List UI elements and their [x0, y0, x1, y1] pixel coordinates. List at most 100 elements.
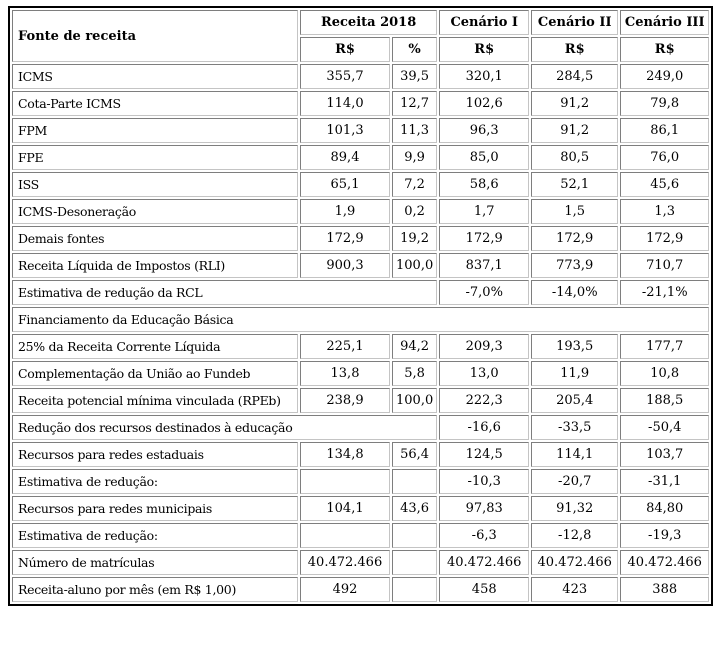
table-row-fpe: FPE 89,4 9,9 85,0 80,5 76,0 — [12, 145, 710, 170]
cell-value: 97,83 — [439, 496, 530, 521]
cell-value: 900,3 — [300, 253, 390, 278]
row-label: Recursos para redes municipais — [12, 496, 298, 521]
header-cenario-3: Cenário III — [620, 10, 710, 35]
cell-value: 238,9 — [300, 388, 390, 413]
cell-value: 284,5 — [531, 64, 619, 89]
row-label: Estimativa de redução: — [12, 469, 298, 494]
cell-value: 13,8 — [300, 361, 390, 386]
row-label: ICMS-Desoneração — [12, 199, 298, 224]
header-receita-2018: Receita 2018 — [300, 10, 438, 35]
table-row-cota-parte-icms: Cota-Parte ICMS 114,0 12,7 102,6 91,2 79… — [12, 91, 710, 116]
row-label: Recursos para redes estaduais — [12, 442, 298, 467]
cell-value: 1,3 — [620, 199, 710, 224]
cell-value: 91,2 — [531, 91, 619, 116]
cell-value: -50,4 — [620, 415, 710, 440]
cell-value: 100,0 — [392, 253, 438, 278]
cell-value: 52,1 — [531, 172, 619, 197]
table-row-complementacao-uniao-fundeb: Complementação da União ao Fundeb 13,8 5… — [12, 361, 710, 386]
row-label: FPM — [12, 118, 298, 143]
cell-value — [300, 469, 390, 494]
header-row-units: R$ % R$ R$ R$ — [12, 37, 710, 62]
cell-value: 43,6 — [392, 496, 438, 521]
revenue-scenarios-table: Fonte de receita Receita 2018 Cenário I … — [8, 6, 714, 606]
cell-value: 188,5 — [620, 388, 710, 413]
cell-value: 10,8 — [620, 361, 710, 386]
cell-value: 104,1 — [300, 496, 390, 521]
table-row-demais-fontes: Demais fontes 172,9 19,2 172,9 172,9 172… — [12, 226, 710, 251]
header-cenario-1: Cenário I — [439, 10, 530, 35]
row-label: Receita potencial mínima vinculada (RPEb… — [12, 388, 298, 413]
cell-value: 89,4 — [300, 145, 390, 170]
table-row-receita-liquida-impostos: Receita Líquida de Impostos (RLI) 900,3 … — [12, 253, 710, 278]
row-label: Complementação da União ao Fundeb — [12, 361, 298, 386]
table-row-estimativa-reducao-estaduais: Estimativa de redução: -10,3 -20,7 -31,1 — [12, 469, 710, 494]
cell-value — [300, 523, 390, 548]
cell-value: 76,0 — [620, 145, 710, 170]
cell-value: 205,4 — [531, 388, 619, 413]
cell-value: 96,3 — [439, 118, 530, 143]
cell-value — [392, 469, 438, 494]
table-row-receita-aluno-mes: Receita-aluno por mês (em R$ 1,00) 492 4… — [12, 577, 710, 602]
table-row-recursos-redes-estaduais: Recursos para redes estaduais 134,8 56,4… — [12, 442, 710, 467]
cell-value: 45,6 — [620, 172, 710, 197]
row-label: Número de matrículas — [12, 550, 298, 575]
cell-value: 172,9 — [620, 226, 710, 251]
cell-value: 114,1 — [531, 442, 619, 467]
cell-value: 19,2 — [392, 226, 438, 251]
cell-value: 11,9 — [531, 361, 619, 386]
cell-value: -31,1 — [620, 469, 710, 494]
cell-value: 222,3 — [439, 388, 530, 413]
cell-value: -16,6 — [439, 415, 530, 440]
table-row-iss: ISS 65,1 7,2 58,6 52,1 45,6 — [12, 172, 710, 197]
cell-value: 39,5 — [392, 64, 438, 89]
cell-value: 91,2 — [531, 118, 619, 143]
row-label: FPE — [12, 145, 298, 170]
table-row-icms-desoneracao: ICMS-Desoneração 1,9 0,2 1,7 1,5 1,3 — [12, 199, 710, 224]
section-label: Financiamento da Educação Básica — [12, 307, 710, 332]
cell-value: 355,7 — [300, 64, 390, 89]
cell-value: 388 — [620, 577, 710, 602]
cell-value: 134,8 — [300, 442, 390, 467]
cell-value: 58,6 — [439, 172, 530, 197]
cell-value: 492 — [300, 577, 390, 602]
table-row-recursos-redes-municipais: Recursos para redes municipais 104,1 43,… — [12, 496, 710, 521]
cell-value: 79,8 — [620, 91, 710, 116]
cell-value: 114,0 — [300, 91, 390, 116]
cell-value: 1,7 — [439, 199, 530, 224]
cell-value: 40.472.466 — [620, 550, 710, 575]
cell-value: -12,8 — [531, 523, 619, 548]
cell-value: 7,2 — [392, 172, 438, 197]
row-label: ICMS — [12, 64, 298, 89]
cell-value: -6,3 — [439, 523, 530, 548]
cell-value: -19,3 — [620, 523, 710, 548]
cell-value: 40.472.466 — [439, 550, 530, 575]
cell-value: -33,5 — [531, 415, 619, 440]
row-label: ISS — [12, 172, 298, 197]
cell-value: 458 — [439, 577, 530, 602]
table-row-reducao-recursos-educacao: Redução dos recursos destinados à educaç… — [12, 415, 710, 440]
cell-value: 56,4 — [392, 442, 438, 467]
header-pct-2018: % — [392, 37, 438, 62]
cell-value: 837,1 — [439, 253, 530, 278]
header-row-groups: Fonte de receita Receita 2018 Cenário I … — [12, 10, 710, 62]
cell-value: 91,32 — [531, 496, 619, 521]
table-row-fpm: FPM 101,3 11,3 96,3 91,2 86,1 — [12, 118, 710, 143]
cell-value: -14,0% — [531, 280, 619, 305]
cell-value: 209,3 — [439, 334, 530, 359]
header-rs-cenario-2: R$ — [531, 37, 619, 62]
cell-value: 423 — [531, 577, 619, 602]
cell-value: 40.472.466 — [300, 550, 390, 575]
cell-value: 94,2 — [392, 334, 438, 359]
row-label: Receita Líquida de Impostos (RLI) — [12, 253, 298, 278]
cell-value: 13,0 — [439, 361, 530, 386]
cell-value: 86,1 — [620, 118, 710, 143]
table-row-receita-potencial-minima: Receita potencial mínima vinculada (RPEb… — [12, 388, 710, 413]
table-row-25pct-rcl: 25% da Receita Corrente Líquida 225,1 94… — [12, 334, 710, 359]
cell-value: 84,80 — [620, 496, 710, 521]
cell-value: 124,5 — [439, 442, 530, 467]
row-label: Receita-aluno por mês (em R$ 1,00) — [12, 577, 298, 602]
cell-value: -20,7 — [531, 469, 619, 494]
cell-value: 12,7 — [392, 91, 438, 116]
cell-value: 65,1 — [300, 172, 390, 197]
header-rs-cenario-3: R$ — [620, 37, 710, 62]
